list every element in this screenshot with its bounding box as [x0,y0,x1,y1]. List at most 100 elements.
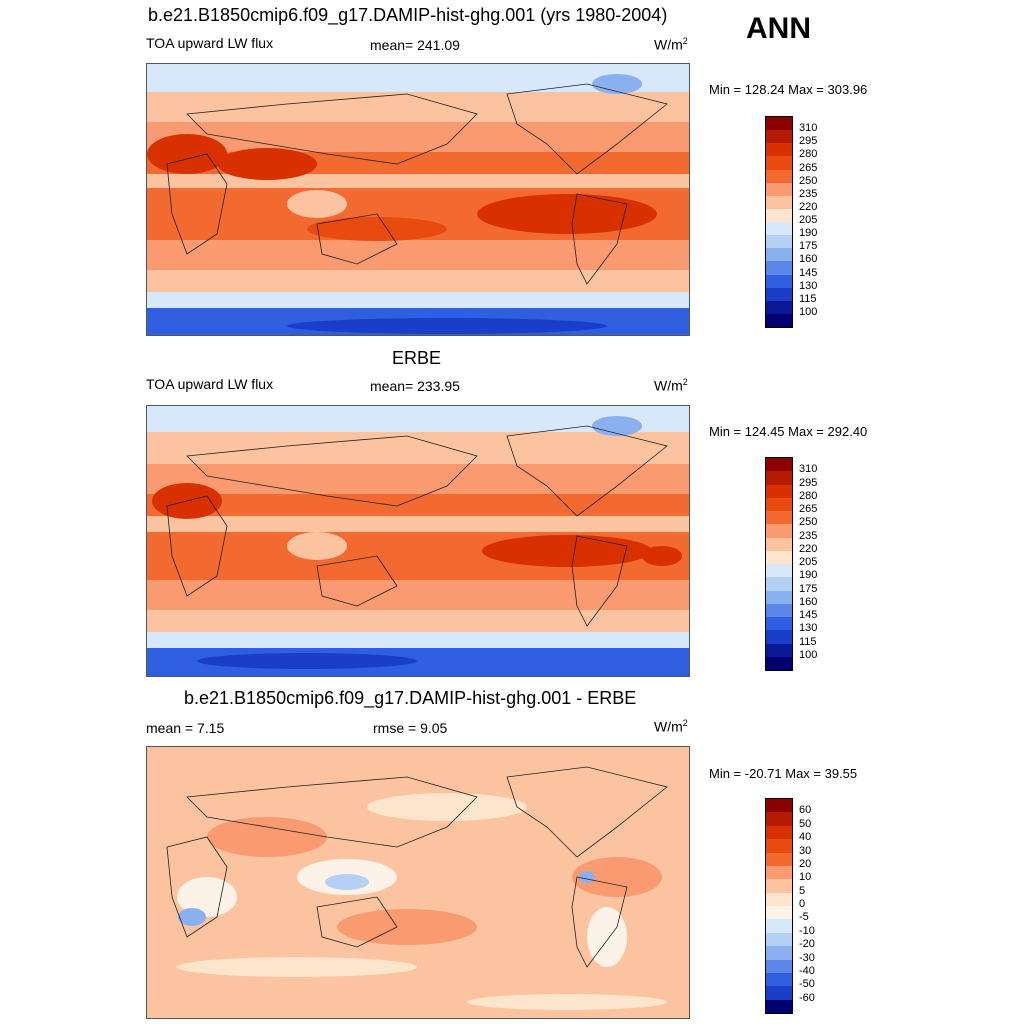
colorbar-segment [766,287,792,301]
colorbar-segment [766,906,792,920]
colorbar-tick-label: 0 [799,898,806,910]
panel1-title: b.e21.B1850cmip6.f09_g17.DAMIP-hist-ghg.… [148,5,668,25]
colorbar-segment [766,235,792,249]
colorbar-tick-label: 220 [799,200,818,213]
panel1-units: W/m2 [654,36,688,53]
colorbar-segment [766,959,792,973]
panel1-colorbar [765,116,793,328]
colorbar-tick-label: 160 [799,595,818,608]
panel1-mean-label: mean= 241.09 [370,37,460,53]
colorbar-tick-label: 280 [799,489,818,502]
colorbar-tick-label: 5 [799,884,806,897]
colorbar-tick-label: 280 [799,148,818,161]
colorbar-segment [766,643,792,657]
colorbar-segment [766,839,792,853]
colorbar-tick-label: -5 [799,911,809,924]
colorbar-segment [766,972,792,987]
colorbar-segment [766,603,792,617]
colorbar-tick-label: 145 [799,609,818,621]
panel3-minmax: Min = -20.71 Max = 39.55 [709,766,858,781]
colorbar-tick-label: 115 [799,635,817,648]
colorbar-tick-label: 190 [799,569,818,582]
colorbar-tick-label: 220 [799,542,818,555]
colorbar-segment [766,999,792,1013]
colorbar-tick-label: 310 [799,463,818,476]
panel3-title: b.e21.B1850cmip6.f09_g17.DAMIP-hist-ghg.… [184,688,637,708]
colorbar-segment [766,524,792,538]
colorbar-segment [766,484,792,498]
colorbar-segment [766,195,792,209]
colorbar-segment [766,222,792,236]
colorbar-segment [766,946,792,960]
colorbar-tick-label: 175 [799,240,818,253]
colorbar-segment [766,208,792,222]
colorbar-tick-label: 100 [799,305,818,318]
panel2-colorbar [765,457,793,671]
colorbar-segment [766,156,792,170]
colorbar-tick-label: 310 [799,122,818,135]
colorbar-segment [766,143,792,157]
colorbar-segment [766,471,792,485]
colorbar-segment [766,130,792,144]
colorbar-segment [766,564,792,578]
colorbar-tick-label: -60 [799,991,815,1004]
colorbar-tick-label: 40 [799,831,812,844]
panel3-mean-label: mean = 7.15 [146,720,225,736]
panel2-variable-label: TOA upward LW flux [146,376,274,392]
colorbar-tick-label: 205 [799,556,818,568]
colorbar-tick-label: 265 [799,161,818,174]
panel3-colorbar [765,798,793,1014]
colorbar-tick-label: 250 [799,174,818,187]
panel1-minmax: Min = 128.24 Max = 303.96 [709,82,868,97]
colorbar-tick-label: 50 [799,817,812,830]
colorbar-tick-label: 295 [799,476,818,489]
panel2-mean-label: mean= 233.95 [370,378,460,394]
panel1-variable-label: TOA upward LW flux [146,35,274,51]
panel2-map [146,405,690,677]
colorbar-segment [766,182,792,196]
colorbar-segment [766,892,792,906]
colorbar-tick-label: 60 [799,804,812,817]
colorbar-segment [766,986,792,1000]
panel2-title: ERBE [392,348,442,368]
colorbar-segment [766,656,792,670]
panel3-units: W/m2 [654,718,688,735]
colorbar-segment [766,879,792,893]
colorbar-tick-label: 115 [799,292,817,305]
colorbar-tick-label: 295 [799,135,818,148]
colorbar-tick-label: -50 [799,978,815,991]
colorbar-tick-label: 235 [799,529,818,542]
colorbar-tick-label: 30 [799,844,812,857]
colorbar-segment [766,825,792,840]
colorbar-tick-label: -20 [799,938,815,951]
colorbar-segment [766,617,792,631]
colorbar-tick-label: 160 [799,253,818,266]
colorbar-tick-label: -30 [799,951,815,964]
colorbar-segment [766,550,792,564]
colorbar-tick-label: 250 [799,516,818,529]
colorbar-segment [766,630,792,644]
colorbar-tick-label: -10 [799,924,815,937]
colorbar-tick-label: 175 [799,582,818,595]
colorbar-segment [766,169,792,183]
colorbar-segment [766,865,792,880]
colorbar-segment [766,812,792,826]
colorbar-segment [766,261,792,275]
panel1-map [146,63,690,336]
colorbar-tick-label: 190 [799,227,818,240]
colorbar-tick-label: 130 [799,279,818,292]
colorbar-tick-label: -40 [799,964,815,977]
colorbar-segment [766,300,792,314]
colorbar-segment [766,852,792,866]
colorbar-segment [766,537,792,551]
colorbar-tick-label: 20 [799,857,812,870]
colorbar-tick-label: 100 [799,648,818,661]
colorbar-tick-label: 235 [799,187,818,200]
colorbar-segment [766,313,792,327]
colorbar-segment [766,458,792,472]
colorbar-segment [766,799,792,813]
colorbar-tick-label: 130 [799,622,818,635]
colorbar-segment [766,919,792,933]
panel3-rmse-label: rmse = 9.05 [373,720,448,736]
panel2-units: W/m2 [654,377,688,394]
